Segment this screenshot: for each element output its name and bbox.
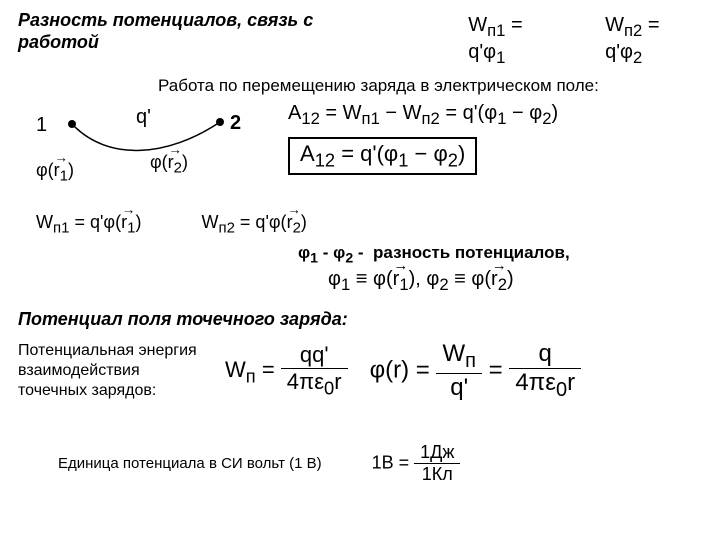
wn-definitions: Wп1 = q'φ(r1) Wп2 = q'φ(r2) <box>36 212 702 237</box>
section-point-charge: Потенциал поля точечного заряда: <box>18 309 702 330</box>
eqPhi-den2: 4πε0r <box>509 369 581 402</box>
eq-volt: 1В = 1Дж 1Кл <box>372 442 461 485</box>
top-equations: Wп1 = q'φ1 Wп2 = q'φ2 <box>468 14 702 68</box>
phi-r2: φ(r2) <box>150 152 188 177</box>
work-subtitle: Работа по перемещению заряда в электриче… <box>158 76 702 96</box>
eqPhi-frac1: Wп q' <box>436 340 482 402</box>
eq-phi-point: φ(r) = Wп q' = q 4πε0r <box>370 340 582 402</box>
interaction-energy-label: Потенциальная энергия взаимодействия точ… <box>18 341 203 401</box>
eqPhi-num1: Wп <box>436 340 482 374</box>
label-1: 1 <box>36 114 47 137</box>
eqW-den: 4πε0r <box>281 369 348 399</box>
phi-definitions: φ1 ≡ φ(r1), φ2 ≡ φ(r2) <box>328 268 702 295</box>
eq-a12-full: A12 = Wп1 − Wп2 = q'(φ1 − φ2) <box>288 102 558 129</box>
eqV-frac: 1Дж 1Кл <box>414 442 460 485</box>
trajectory-diagram: 1 2 q' φ(r1) φ(r2) <box>18 102 268 212</box>
eq-a12-boxed: A12 = q'(φ1 − φ2) <box>288 137 477 175</box>
eq-wn1: Wп1 = q'φ1 <box>468 14 565 68</box>
label-q: q' <box>136 106 151 129</box>
phi-r1: φ(r1) <box>36 160 74 185</box>
eqPhi-mid: = <box>489 356 510 383</box>
eqV-den: 1Кл <box>414 464 460 485</box>
eqW-num: qq' <box>281 342 348 369</box>
page-title: Разность потенциалов, связь с работой <box>18 10 398 53</box>
wn1-def: Wп1 = q'φ(r1) <box>36 212 141 237</box>
label-2: 2 <box>230 112 241 135</box>
eqPhi-den1: q' <box>436 374 482 402</box>
eqPhi-frac2: q 4πε0r <box>509 340 581 402</box>
si-unit-label: Единица потенциала в СИ вольт (1 В) <box>58 455 322 472</box>
eqPhi-lhs: φ(r) = <box>370 356 430 383</box>
work-equations: A12 = Wп1 − Wп2 = q'(φ1 − φ2) A12 = q'(φ… <box>288 102 558 175</box>
eqPhi-num2: q <box>509 340 581 369</box>
eqV-lhs: 1В = <box>372 452 410 472</box>
eq-W-interaction: Wп = qq' 4πε0r <box>225 342 348 399</box>
eqW-frac: qq' 4πε0r <box>281 342 348 399</box>
eqV-num: 1Дж <box>414 442 460 464</box>
eqW-lhs: Wп = <box>225 357 275 382</box>
eq-wn2: Wп2 = q'φ2 <box>605 14 702 68</box>
wn2-def: Wп2 = q'φ(r2) <box>201 212 306 237</box>
